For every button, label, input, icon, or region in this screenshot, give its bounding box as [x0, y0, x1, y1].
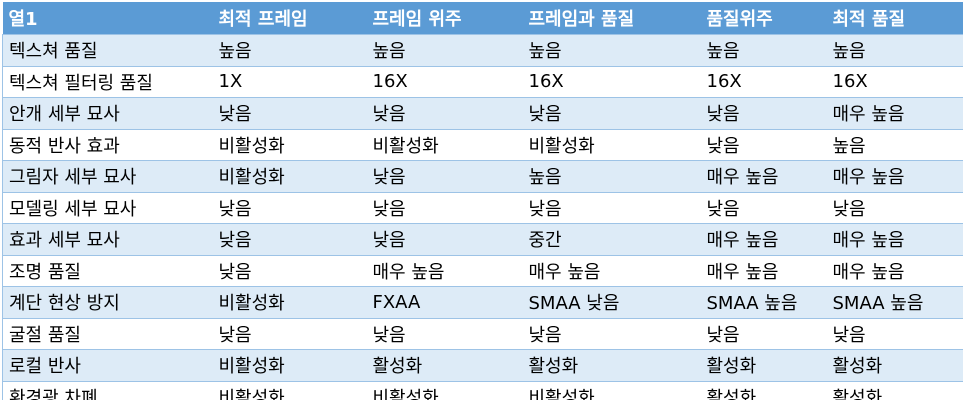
- table-cell: 비활성화: [212, 380, 367, 400]
- table-cell: 높음: [700, 34, 827, 67]
- table-cell: 낮음: [522, 97, 701, 130]
- column-header-best-quality: 최적 품질: [826, 2, 963, 35]
- table-cell: 낮음: [212, 223, 367, 256]
- row-label-cell: 텍스쳐 필터링 품질: [2, 65, 213, 98]
- table-cell: 낮음: [700, 128, 827, 161]
- row-label-cell: 모델링 세부 묘사: [2, 191, 213, 224]
- table-cell: 낮음: [212, 254, 367, 287]
- table-cell: 낮음: [366, 191, 523, 224]
- table-row: 효과 세부 묘사 낮음 낮음 중간 매우 높음 매우 높음: [2, 223, 963, 256]
- table-cell: 낮음: [700, 191, 827, 224]
- table-row: 텍스쳐 필터링 품질 1X 16X 16X 16X 16X: [2, 65, 963, 98]
- row-label-cell: 동적 반사 효과: [2, 128, 213, 161]
- table-cell: 비활성화: [366, 128, 523, 161]
- table-cell: 활성화: [366, 349, 523, 382]
- table-cell: 낮음: [826, 317, 963, 350]
- header-row: 열1 최적 프레임 프레임 위주 프레임과 품질 품질위주 최적 품질: [2, 2, 963, 35]
- table-cell: 매우 높음: [826, 97, 963, 130]
- row-label-cell: 계단 현상 방지: [2, 286, 213, 319]
- table-cell: 매우 높음: [826, 254, 963, 287]
- table-cell: FXAA: [366, 286, 523, 319]
- table-row: 텍스쳐 품질 높음 높음 높음 높음 높음: [2, 34, 963, 67]
- row-label-cell: 환경광 차폐: [2, 380, 213, 400]
- table-cell: 16X: [826, 65, 963, 98]
- table-cell: 비활성화: [522, 380, 701, 400]
- table-cell: 16X: [366, 65, 523, 98]
- table-cell: 낮음: [212, 317, 367, 350]
- table-cell: 높음: [366, 34, 523, 67]
- table-cell: 활성화: [826, 380, 963, 400]
- table-cell: 매우 높음: [522, 254, 701, 287]
- table-cell: 활성화: [826, 349, 963, 382]
- table-cell: 낮음: [700, 317, 827, 350]
- table-cell: 매우 높음: [366, 254, 523, 287]
- table-cell: 낮음: [366, 317, 523, 350]
- table-cell: 매우 높음: [826, 223, 963, 256]
- table-cell: SMAA 높음: [700, 286, 827, 319]
- table-row: 환경광 차폐 비활성화 비활성화 비활성화 활성화 활성화: [2, 380, 963, 400]
- column-header-best-frame: 최적 프레임: [212, 2, 367, 35]
- table-row: 계단 현상 방지 비활성화 FXAA SMAA 낮음 SMAA 높음 SMAA 높음: [2, 286, 963, 319]
- table-cell: 활성화: [700, 349, 827, 382]
- row-label-cell: 효과 세부 묘사: [2, 223, 213, 256]
- table-cell: 비활성화: [212, 160, 367, 193]
- table-cell: 높음: [522, 34, 701, 67]
- table-cell: 매우 높음: [700, 254, 827, 287]
- column-header-frame-and-quality: 프레임과 품질: [522, 2, 701, 35]
- table-cell: 낮음: [366, 160, 523, 193]
- table-cell: SMAA 높음: [826, 286, 963, 319]
- table-cell: 낮음: [522, 191, 701, 224]
- table-cell: 높음: [826, 34, 963, 67]
- table-cell: 활성화: [522, 349, 701, 382]
- table-cell: 중간: [522, 223, 701, 256]
- table-row: 그림자 세부 묘사 비활성화 낮음 높음 매우 높음 매우 높음: [2, 160, 963, 193]
- table-cell: 비활성화: [212, 286, 367, 319]
- table-row: 모델링 세부 묘사 낮음 낮음 낮음 낮음 낮음: [2, 191, 963, 224]
- row-label-cell: 텍스쳐 품질: [2, 34, 213, 67]
- table-row: 조명 품질 낮음 매우 높음 매우 높음 매우 높음 매우 높음: [2, 254, 963, 287]
- table-cell: 낮음: [366, 97, 523, 130]
- table-cell: 매우 높음: [700, 160, 827, 193]
- table-cell: 낮음: [522, 317, 701, 350]
- table-row: 동적 반사 효과 비활성화 비활성화 비활성화 낮음 높음: [2, 128, 963, 161]
- table-cell: 활성화: [700, 380, 827, 400]
- table-cell: 낮음: [700, 97, 827, 130]
- table-row: 로컬 반사 비활성화 활성화 활성화 활성화 활성화: [2, 349, 963, 382]
- table-cell: 비활성화: [212, 128, 367, 161]
- row-label-cell: 그림자 세부 묘사: [2, 160, 213, 193]
- table-cell: 높음: [212, 34, 367, 67]
- table-cell: 16X: [700, 65, 827, 98]
- table-cell: 16X: [522, 65, 701, 98]
- table-cell: 매우 높음: [700, 223, 827, 256]
- table-cell: 비활성화: [212, 349, 367, 382]
- table-cell: 낮음: [826, 191, 963, 224]
- row-label-cell: 로컬 반사: [2, 349, 213, 382]
- column-header-name: 열1: [2, 2, 213, 35]
- table-body: 텍스쳐 품질 높음 높음 높음 높음 높음 텍스쳐 필터링 품질 1X 16X 16X 16X 16X…: [2, 34, 963, 400]
- table-row: 안개 세부 묘사 낮음 낮음 낮음 낮음 매우 높음: [2, 97, 963, 130]
- column-header-frame-focus: 프레임 위주: [366, 2, 523, 35]
- table-cell: 매우 높음: [826, 160, 963, 193]
- table-cell: 낮음: [366, 223, 523, 256]
- table-row: 굴절 품질 낮음 낮음 낮음 낮음 낮음: [2, 317, 963, 350]
- row-label-cell: 굴절 품질: [2, 317, 213, 350]
- table-cell: 비활성화: [366, 380, 523, 400]
- table-cell: 높음: [826, 128, 963, 161]
- table-cell: 1X: [212, 65, 367, 98]
- table-cell: 낮음: [212, 97, 367, 130]
- column-header-quality-focus: 품질위주: [700, 2, 827, 35]
- table-cell: 비활성화: [522, 128, 701, 161]
- row-label-cell: 조명 품질: [2, 254, 213, 287]
- table-cell: 높음: [522, 160, 701, 193]
- table-cell: SMAA 낮음: [522, 286, 701, 319]
- row-label-cell: 안개 세부 묘사: [2, 97, 213, 130]
- table-cell: 낮음: [212, 191, 367, 224]
